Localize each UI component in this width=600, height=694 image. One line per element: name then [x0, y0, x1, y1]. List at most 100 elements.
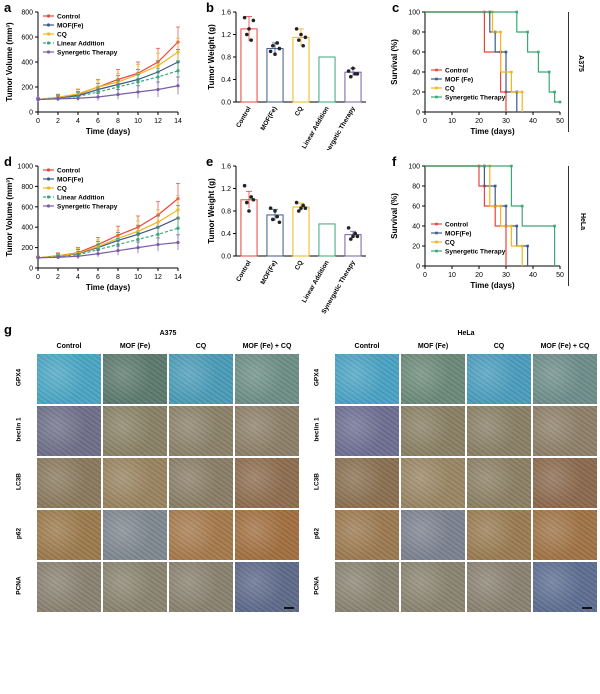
histology-image-tile: [466, 457, 532, 509]
x-axis-label: Time (days): [86, 283, 131, 292]
legend-label: Synergetic Therapy: [57, 204, 118, 211]
data-point: [346, 69, 351, 73]
data-point: [273, 52, 277, 56]
legend-marker: [435, 95, 438, 99]
chart-e-tumor-weight: 0.0 0.4 0.8 1.2 1.6 Tumor Weight (g) Control MO…: [207, 164, 366, 314]
legend-marker: [435, 68, 438, 72]
data-point: [268, 206, 273, 210]
legend-marker: [46, 195, 51, 199]
y-tick-label: 200: [21, 245, 33, 252]
histology-image-tile: [532, 353, 598, 405]
histology-image-tile: [532, 561, 598, 613]
y-tick-label: 1000: [17, 164, 33, 171]
panel-label-c: c: [392, 0, 400, 15]
x-tick-label: 50: [556, 118, 564, 125]
y-tick-label: 80: [412, 30, 420, 37]
bar-synergetic-therapy: [344, 71, 362, 103]
y-tick-label: 0.0: [221, 100, 231, 107]
data-point: [247, 209, 251, 213]
x-tick-label: 0: [423, 118, 427, 125]
survival-line-cq: [425, 11, 523, 112]
histology-column-header: MOF (Fe): [119, 343, 151, 350]
bar-cq: [292, 206, 310, 257]
data-point: [355, 234, 360, 239]
histology-image-tile: [102, 405, 168, 457]
y-tick-label: 0.4: [221, 231, 231, 238]
category-label: Control: [235, 105, 253, 129]
chart-b-tumor-weight: 0.0 0.4 0.8 1.2 1.6 Tumor Weight (g) Control MO…: [207, 10, 366, 150]
y-tick-label: 60: [412, 204, 420, 211]
panel-label-a: a: [4, 0, 12, 15]
x-axis-label: Time (days): [470, 127, 515, 136]
histology-image-tile: [36, 405, 102, 457]
data-point: [294, 27, 299, 31]
histology-image-tile: [168, 509, 234, 561]
histology-image-tile: [466, 405, 532, 457]
panel-label-b: b: [206, 0, 214, 15]
y-tick-label: 400: [21, 60, 33, 67]
histology-image-tile: [532, 457, 598, 509]
censor-mark: [499, 30, 502, 34]
series-line-mof-fe-: [37, 61, 179, 101]
histology-image-tile: [234, 353, 300, 405]
x-tick-label: 10: [448, 118, 456, 125]
y-tick-label: 600: [21, 35, 33, 42]
legend-marker: [46, 32, 51, 36]
y-tick-label: 400: [21, 225, 33, 232]
y-tick-label: 0.4: [221, 77, 231, 84]
histology-column-header: MOF (Fe) + CQ: [540, 343, 590, 350]
data-point: [251, 197, 256, 202]
histology-image-tile: [466, 353, 532, 405]
legend-label: Control: [57, 14, 80, 21]
series-line-synergetic-therapy: [37, 85, 179, 101]
y-tick-label: 0.8: [221, 55, 231, 62]
legend-label: Linear Addition: [57, 195, 104, 202]
histology-row-label: GPX4: [313, 368, 321, 387]
histology-image-tile: [234, 457, 300, 509]
legend-label: Control: [57, 168, 80, 175]
x-tick-label: 30: [502, 272, 510, 279]
x-tick-label: 4: [76, 118, 80, 125]
data-point: [299, 206, 303, 210]
x-axis-label: Time (days): [470, 281, 515, 290]
legend-label: MOF(Fe): [445, 231, 471, 238]
x-tick-label: 30: [502, 118, 510, 125]
histology-image-tile: [532, 405, 598, 457]
bar-mof-fe-: [266, 48, 284, 103]
legend-marker: [46, 14, 51, 18]
category-label: Linear Addition: [301, 259, 331, 304]
histology-column-header: Control: [56, 343, 82, 350]
x-tick-label: 40: [529, 118, 537, 125]
side-divider-1: [568, 12, 569, 132]
x-axis-label: Time (days): [86, 127, 131, 136]
data-point: [271, 43, 275, 48]
censor-mark: [504, 50, 508, 54]
legend-marker: [46, 204, 51, 208]
bar-cq: [292, 36, 310, 103]
data-point: [294, 200, 299, 205]
histology-image-tile: [36, 561, 102, 613]
x-tick-label: 8: [116, 274, 120, 281]
category-label: MOF(Fe): [259, 260, 278, 286]
data-point: [277, 46, 282, 51]
histology-row-label: PCNA: [313, 576, 321, 595]
histology-column-header: MOF (Fe): [417, 343, 449, 350]
legend-label: Control: [445, 68, 468, 75]
chart-c-survival: 0 10 20 30 40 50 0 20 40 60 80 100 Time (days) Surviv…: [390, 10, 564, 137]
chart-d-tumor-volume: 0 2 4 6 8 10 12 14 0 200 400 600 800 1000 Time (days) T…: [5, 164, 182, 293]
legend-label: Linear Addition: [57, 41, 104, 48]
histology-image-tile: [102, 353, 168, 405]
histology-row-label: beclin 1: [313, 417, 321, 442]
censor-mark: [493, 184, 497, 188]
legend-label: MOF (Fe): [445, 77, 473, 84]
x-tick-label: 10: [134, 274, 142, 281]
censor-mark: [526, 30, 529, 34]
y-tick-label: 0: [416, 264, 420, 271]
censor-mark: [520, 204, 524, 208]
chart-f-survival: 0 10 20 30 40 50 0 20 40 60 80 100 Time (days) Surviv…: [390, 164, 564, 291]
category-label: CQ: [294, 106, 305, 118]
data-point: [346, 226, 351, 230]
histology-image-tile: [400, 509, 466, 561]
x-tick-label: 8: [116, 118, 120, 125]
y-axis-label: Tumor Weight (g): [207, 24, 216, 90]
